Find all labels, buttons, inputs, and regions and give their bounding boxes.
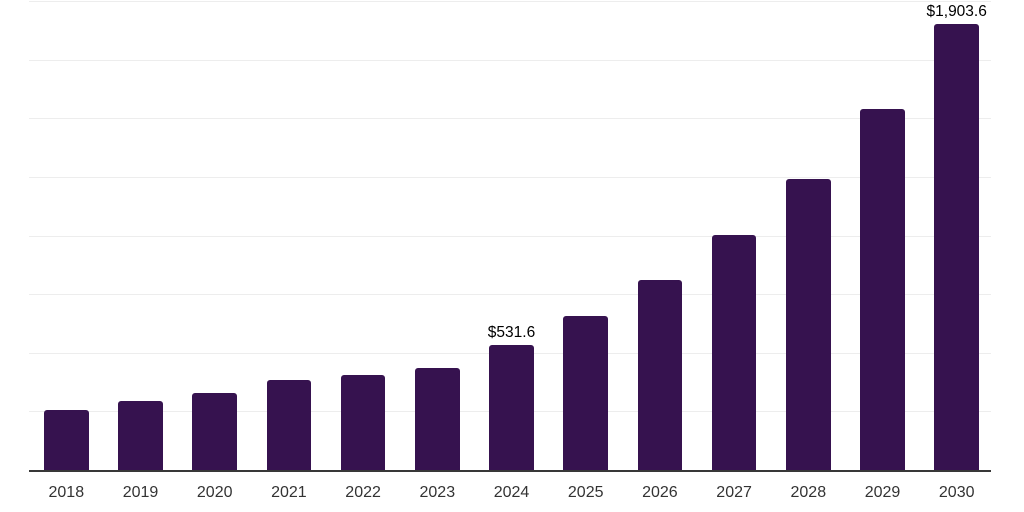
x-tick-label-2028: 2028 — [790, 484, 827, 501]
bar-2020 — [192, 393, 237, 470]
x-tick-label-2029: 2029 — [864, 484, 901, 501]
bar-2024 — [489, 345, 534, 470]
x-axis-line — [29, 470, 991, 472]
bar-2025 — [563, 316, 608, 470]
gridline-1750 — [29, 59, 991, 61]
bar-2023 — [415, 367, 460, 470]
bar-2018 — [44, 409, 89, 470]
x-tick-label-2030: 2030 — [938, 484, 975, 501]
bar-value-label-2030: $1,903.6 — [926, 2, 987, 20]
x-tick-label-2021: 2021 — [271, 484, 307, 501]
x-tick-label-2026: 2026 — [642, 484, 678, 501]
x-tick-label-2023: 2023 — [419, 484, 456, 501]
gridline-2000 — [29, 1, 991, 2]
bar-2029 — [860, 109, 905, 470]
gridline-1250 — [29, 176, 991, 178]
x-tick-label-2018: 2018 — [48, 484, 85, 501]
x-tick-label-2022: 2022 — [345, 484, 381, 501]
x-tick-label-2020: 2020 — [196, 484, 233, 501]
gridline-1000 — [29, 235, 991, 237]
bar-2028 — [786, 179, 831, 470]
x-tick-label-2027: 2027 — [716, 484, 752, 501]
gridline-750 — [29, 294, 991, 296]
gridline-1500 — [29, 118, 991, 120]
bar-value-label-2024: $531.6 — [487, 324, 536, 342]
x-tick-label-2019: 2019 — [122, 484, 159, 501]
bar-2026 — [637, 280, 683, 470]
bar-2021 — [266, 380, 312, 470]
bar-2019 — [118, 401, 163, 470]
bar-2030 — [934, 23, 979, 470]
x-tick-label-2024: 2024 — [493, 484, 530, 501]
x-tick-label-2025: 2025 — [567, 484, 604, 501]
bar-2022 — [340, 374, 386, 470]
bar-2027 — [711, 234, 757, 470]
